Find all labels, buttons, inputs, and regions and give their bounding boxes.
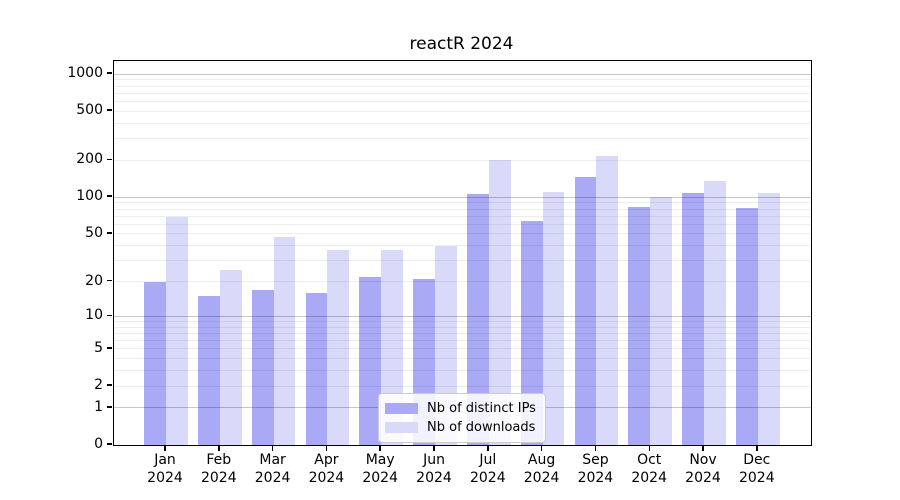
- bar-jan-ips: [144, 281, 166, 445]
- y-axis-tick-label: 100: [76, 188, 103, 205]
- y-axis-tick-label: 1: [94, 398, 103, 415]
- legend-label-downloads: Nb of downloads: [427, 420, 536, 435]
- y-axis-tick-label: 50: [85, 224, 103, 241]
- y-axis-tick: [106, 279, 112, 282]
- bar-mar-downloads: [273, 237, 296, 445]
- y-axis-tick-label: 10: [85, 307, 103, 324]
- x-axis-label-dec: Dec 2024: [738, 452, 775, 486]
- bar-feb-ips: [198, 296, 220, 445]
- bar-oct-downloads: [650, 197, 672, 445]
- x-axis-label-apr: Apr 2024: [308, 452, 345, 486]
- y-axis-tick: [106, 347, 112, 349]
- x-axis-label-mar: Mar 2024: [254, 452, 291, 486]
- bar-jul-downloads: [488, 160, 511, 445]
- bar-dec-ips: [736, 207, 758, 445]
- bar-apr-downloads: [327, 249, 350, 445]
- y-axis-tick-label: 20: [85, 272, 103, 289]
- legend: Nb of distinct IPs Nb of downloads: [378, 393, 546, 443]
- legend-label-distinct-ips: Nb of distinct IPs: [427, 401, 536, 416]
- x-axis-tick: [648, 445, 650, 451]
- x-axis-label-may: May 2024: [362, 452, 398, 486]
- bar-may-ips: [359, 276, 382, 445]
- bar-sep-downloads: [596, 155, 619, 445]
- y-axis-tick-label: 1000: [67, 65, 103, 81]
- x-axis-tick: [379, 445, 381, 451]
- bar-nov-downloads: [704, 180, 726, 445]
- x-axis-label-oct: Oct 2024: [631, 452, 667, 486]
- x-axis-tick: [271, 445, 274, 451]
- y-axis-tick: [106, 195, 112, 197]
- y-axis-tick: [106, 406, 112, 408]
- bar-dec-downloads: [757, 193, 780, 445]
- x-axis-tick: [594, 445, 597, 451]
- bar-jul-ips: [467, 194, 489, 445]
- legend-swatch-distinct-ips: [385, 403, 418, 414]
- x-axis-label-jul: Jul 2024: [469, 452, 506, 486]
- x-axis-label-feb: Feb 2024: [200, 452, 237, 486]
- y-axis-tick-label: 5: [94, 339, 103, 356]
- x-axis-label-aug: Aug 2024: [523, 452, 560, 486]
- bar-feb-downloads: [219, 270, 242, 445]
- y-axis-tick-label: 2: [94, 377, 103, 393]
- x-axis-label-nov: Nov 2024: [685, 452, 721, 486]
- chart-title: reactR 2024: [409, 34, 514, 54]
- y-axis-tick: [106, 384, 112, 386]
- bar-apr-ips: [305, 292, 328, 445]
- x-axis-label-sep: Sep 2024: [577, 452, 614, 486]
- x-axis-tick: [540, 445, 543, 451]
- bar-aug-downloads: [542, 191, 565, 445]
- y-axis-tick: [106, 158, 112, 160]
- bar-nov-ips: [682, 193, 704, 445]
- x-axis-tick: [756, 445, 758, 451]
- x-axis-tick: [218, 445, 220, 451]
- bars-layer: [114, 61, 811, 445]
- legend-item-distinct-ips: Nb of distinct IPs: [385, 399, 536, 418]
- y-axis-tick-label: 0: [94, 436, 103, 452]
- plot-area: [113, 60, 812, 446]
- x-axis-tick: [164, 445, 166, 451]
- x-axis-label-jun: Jun 2024: [416, 452, 452, 486]
- bar-jan-downloads: [166, 216, 188, 445]
- bar-aug-ips: [520, 220, 543, 445]
- x-axis-tick: [433, 445, 435, 451]
- y-axis-tick: [106, 314, 112, 316]
- x-axis-tick: [487, 445, 489, 451]
- legend-item-downloads: Nb of downloads: [385, 418, 536, 437]
- bar-oct-ips: [628, 206, 651, 445]
- bar-sep-ips: [574, 177, 597, 445]
- legend-swatch-downloads: [385, 422, 418, 433]
- y-axis-tick: [106, 72, 112, 74]
- y-axis-tick-label: 500: [76, 102, 103, 119]
- y-axis-tick: [106, 109, 112, 111]
- y-axis-tick: [106, 232, 112, 234]
- bar-mar-ips: [251, 289, 274, 445]
- x-axis-tick: [702, 445, 704, 451]
- y-axis-tick-label: 200: [76, 151, 103, 168]
- x-axis-tick: [325, 445, 328, 451]
- y-axis-tick: [106, 443, 112, 445]
- x-axis-label-jan: Jan 2024: [147, 452, 183, 486]
